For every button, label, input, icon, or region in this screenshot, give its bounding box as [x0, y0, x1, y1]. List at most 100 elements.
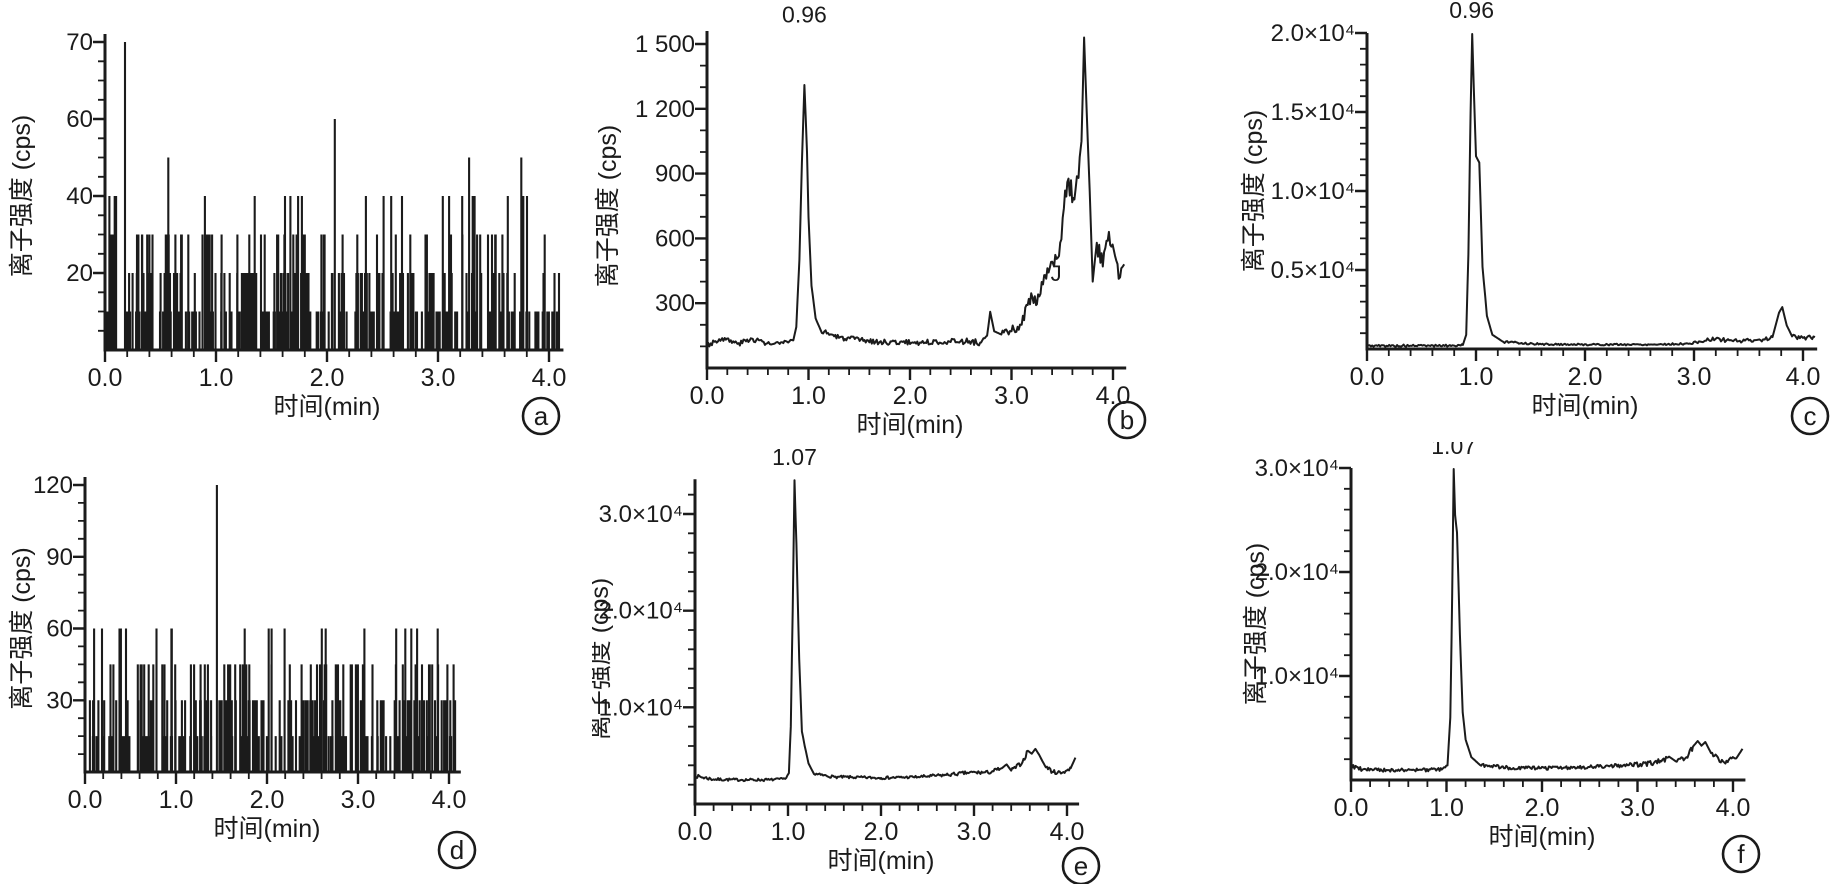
- panel-b: 300 600 900 1 200 1 500 0.0 1.0 2.0 3.0 4.0 时间(min…: [592, 0, 1232, 442]
- y-tick-label: 120: [33, 472, 73, 499]
- y-tick-label: 40: [66, 183, 93, 210]
- y-tick-label: 2.0×10⁴: [1271, 20, 1355, 47]
- major-ticks: [93, 40, 551, 362]
- x-tick-label: 3.0: [994, 382, 1029, 410]
- y-axis-label: 离子强度 (cps): [1242, 543, 1270, 706]
- y-tick-label: 90: [46, 544, 73, 571]
- peak-retention-time-label: 1.07: [1431, 442, 1476, 459]
- major-ticks: [73, 483, 451, 784]
- y-tick-label: 1.5×10⁴: [1271, 99, 1355, 126]
- x-tick-label: 1.0: [1459, 363, 1494, 391]
- major-ticks: [683, 512, 1069, 816]
- panel-e: 1.0×10⁴ 2.0×10⁴ 3.0×10⁴ 0.0 1.0 2.0 3.0 4.0 时间(m…: [586, 442, 1232, 884]
- panel-letter-badge: a: [521, 396, 561, 436]
- y-tick-label: 300: [655, 290, 695, 317]
- y-tick-label: 1.0×10⁴: [1271, 178, 1355, 205]
- panel-d: 30 60 90 120 0.0 1.0 2.0 3.0 4.0 时间(min) 离子强度 (cps…: [0, 442, 592, 884]
- panel-f-chart: 1.0×10⁴ 2.0×10⁴ 3.0×10⁴ 0.0 1.0 2.0 3.0 4.0 时间(m…: [1242, 433, 1761, 874]
- x-axis-label: 时间(min): [828, 847, 935, 875]
- panel-letter: f: [1737, 839, 1745, 869]
- y-tick-label: 900: [655, 161, 695, 188]
- x-axis-label: 时间(min): [857, 411, 964, 439]
- x-tick-label: 3.0: [1677, 363, 1712, 391]
- x-axis-label: 时间(min): [274, 393, 381, 421]
- minor-ticks: [1360, 47, 1783, 356]
- panel-c: 0.5×10⁴ 1.0×10⁴ 1.5×10⁴ 2.0×10⁴ 0.0 1.0 2.0 3.0…: [1232, 0, 1836, 442]
- panel-letter-badge: b: [1107, 400, 1147, 440]
- panel-a-chart: 20 40 60 70 0.0 1.0 2.0 3.0 4.0 时间(min) 离子强度 (cps)…: [8, 29, 567, 436]
- panel-letter: b: [1120, 405, 1134, 435]
- y-tick-label: 30: [46, 687, 73, 714]
- x-tick-label: 1.0: [771, 818, 806, 846]
- y-tick-label: 20: [66, 260, 93, 287]
- major-ticks: [1355, 31, 1805, 361]
- panel-f: 1.0×10⁴ 2.0×10⁴ 3.0×10⁴ 0.0 1.0 2.0 3.0 4.0 时间(m…: [1232, 433, 1836, 884]
- x-tick-label: 4.0: [432, 786, 467, 814]
- y-tick-label: 2.0×10⁴: [1255, 559, 1339, 586]
- x-tick-label: 0.0: [690, 382, 725, 410]
- x-tick-label: 0.0: [1334, 794, 1369, 822]
- y-axis-label: 离子强度 (cps): [8, 115, 36, 278]
- x-tick-label: 4.0: [1716, 794, 1751, 822]
- noise-spikes: [106, 42, 561, 350]
- panel-letter: c: [1804, 401, 1817, 431]
- y-tick-label: 3.0×10⁴: [1255, 455, 1339, 482]
- chromatogram-trace: [1366, 33, 1816, 348]
- x-tick-label: 2.0: [250, 786, 285, 814]
- x-tick-label: 2.0: [893, 382, 928, 410]
- x-tick-label: 3.0: [421, 364, 456, 392]
- x-tick-label: 1.0: [199, 364, 234, 392]
- panel-letter-badge: c: [1790, 396, 1830, 436]
- peak-retention-time-label: 0.96: [1449, 0, 1494, 23]
- y-tick-label: 60: [66, 106, 93, 133]
- x-tick-label: 0.0: [88, 364, 123, 392]
- y-tick-label: 0.5×10⁴: [1271, 257, 1355, 284]
- peak-retention-time-label: 0.96: [782, 2, 827, 28]
- peak-retention-time-label: 1.07: [772, 444, 817, 470]
- minor-ticks: [700, 64, 1094, 375]
- x-tick-label: 0.0: [678, 818, 713, 846]
- panel-letter-badge: e: [1061, 846, 1101, 884]
- panel-letter-badge: d: [437, 830, 477, 870]
- x-axis-label: 时间(min): [1489, 823, 1596, 851]
- y-axis-label: 离子强度 (cps): [1240, 110, 1268, 273]
- panel-e-chart: 1.0×10⁴ 2.0×10⁴ 3.0×10⁴ 0.0 1.0 2.0 3.0 4.0 时间(m…: [586, 444, 1101, 884]
- minor-ticks: [1344, 487, 1715, 787]
- x-tick-label: 0.0: [1350, 363, 1385, 391]
- y-axis-label: 离子强度 (cps): [594, 125, 622, 288]
- panel-b-chart: 300 600 900 1 200 1 500 0.0 1.0 2.0 3.0 4.0 时间(min…: [594, 2, 1147, 440]
- y-tick-label: 60: [46, 616, 73, 643]
- x-tick-label: 1.0: [1429, 794, 1464, 822]
- panel-letter: d: [450, 835, 464, 865]
- y-tick-label: 1 500: [635, 31, 695, 58]
- panel-d-chart: 30 60 90 120 0.0 1.0 2.0 3.0 4.0 时间(min) 离子强度 (cps…: [8, 472, 477, 870]
- noise-spikes: [88, 485, 457, 772]
- y-tick-label: 1.0×10⁴: [1255, 663, 1339, 690]
- trace-annotation: J: [1051, 261, 1062, 286]
- chromatogram-trace: [694, 479, 1077, 783]
- x-tick-label: 4.0: [1050, 818, 1085, 846]
- x-tick-label: 2.0: [310, 364, 345, 392]
- x-tick-label: 3.0: [341, 786, 376, 814]
- minor-ticks: [78, 502, 432, 779]
- chromatogram-trace: [1350, 468, 1744, 773]
- y-tick-label: 70: [66, 29, 93, 56]
- y-tick-label: 2.0×10⁴: [599, 598, 683, 625]
- panel-letter: a: [534, 401, 549, 431]
- minor-ticks: [98, 60, 528, 357]
- minor-ticks: [688, 493, 1050, 811]
- y-axis-label: 离子强度 (cps): [592, 578, 614, 741]
- y-tick-label: 600: [655, 225, 695, 252]
- x-axis-label: 时间(min): [1532, 392, 1639, 420]
- panel-letter-badge: f: [1721, 834, 1761, 874]
- chromatogram-trace: [706, 36, 1126, 348]
- x-tick-label: 2.0: [864, 818, 899, 846]
- y-axis-label: 离子强度 (cps): [8, 547, 36, 710]
- x-tick-label: 1.0: [159, 786, 194, 814]
- x-tick-label: 1.0: [791, 382, 826, 410]
- panel-a: 20 40 60 70 0.0 1.0 2.0 3.0 4.0 时间(min) 离子强度 (cps)…: [0, 0, 592, 442]
- panel-c-chart: 0.5×10⁴ 1.0×10⁴ 1.5×10⁴ 2.0×10⁴ 0.0 1.0 2.0 3.0…: [1240, 0, 1830, 436]
- y-tick-label: 1.0×10⁴: [599, 694, 683, 721]
- x-tick-label: 4.0: [532, 364, 567, 392]
